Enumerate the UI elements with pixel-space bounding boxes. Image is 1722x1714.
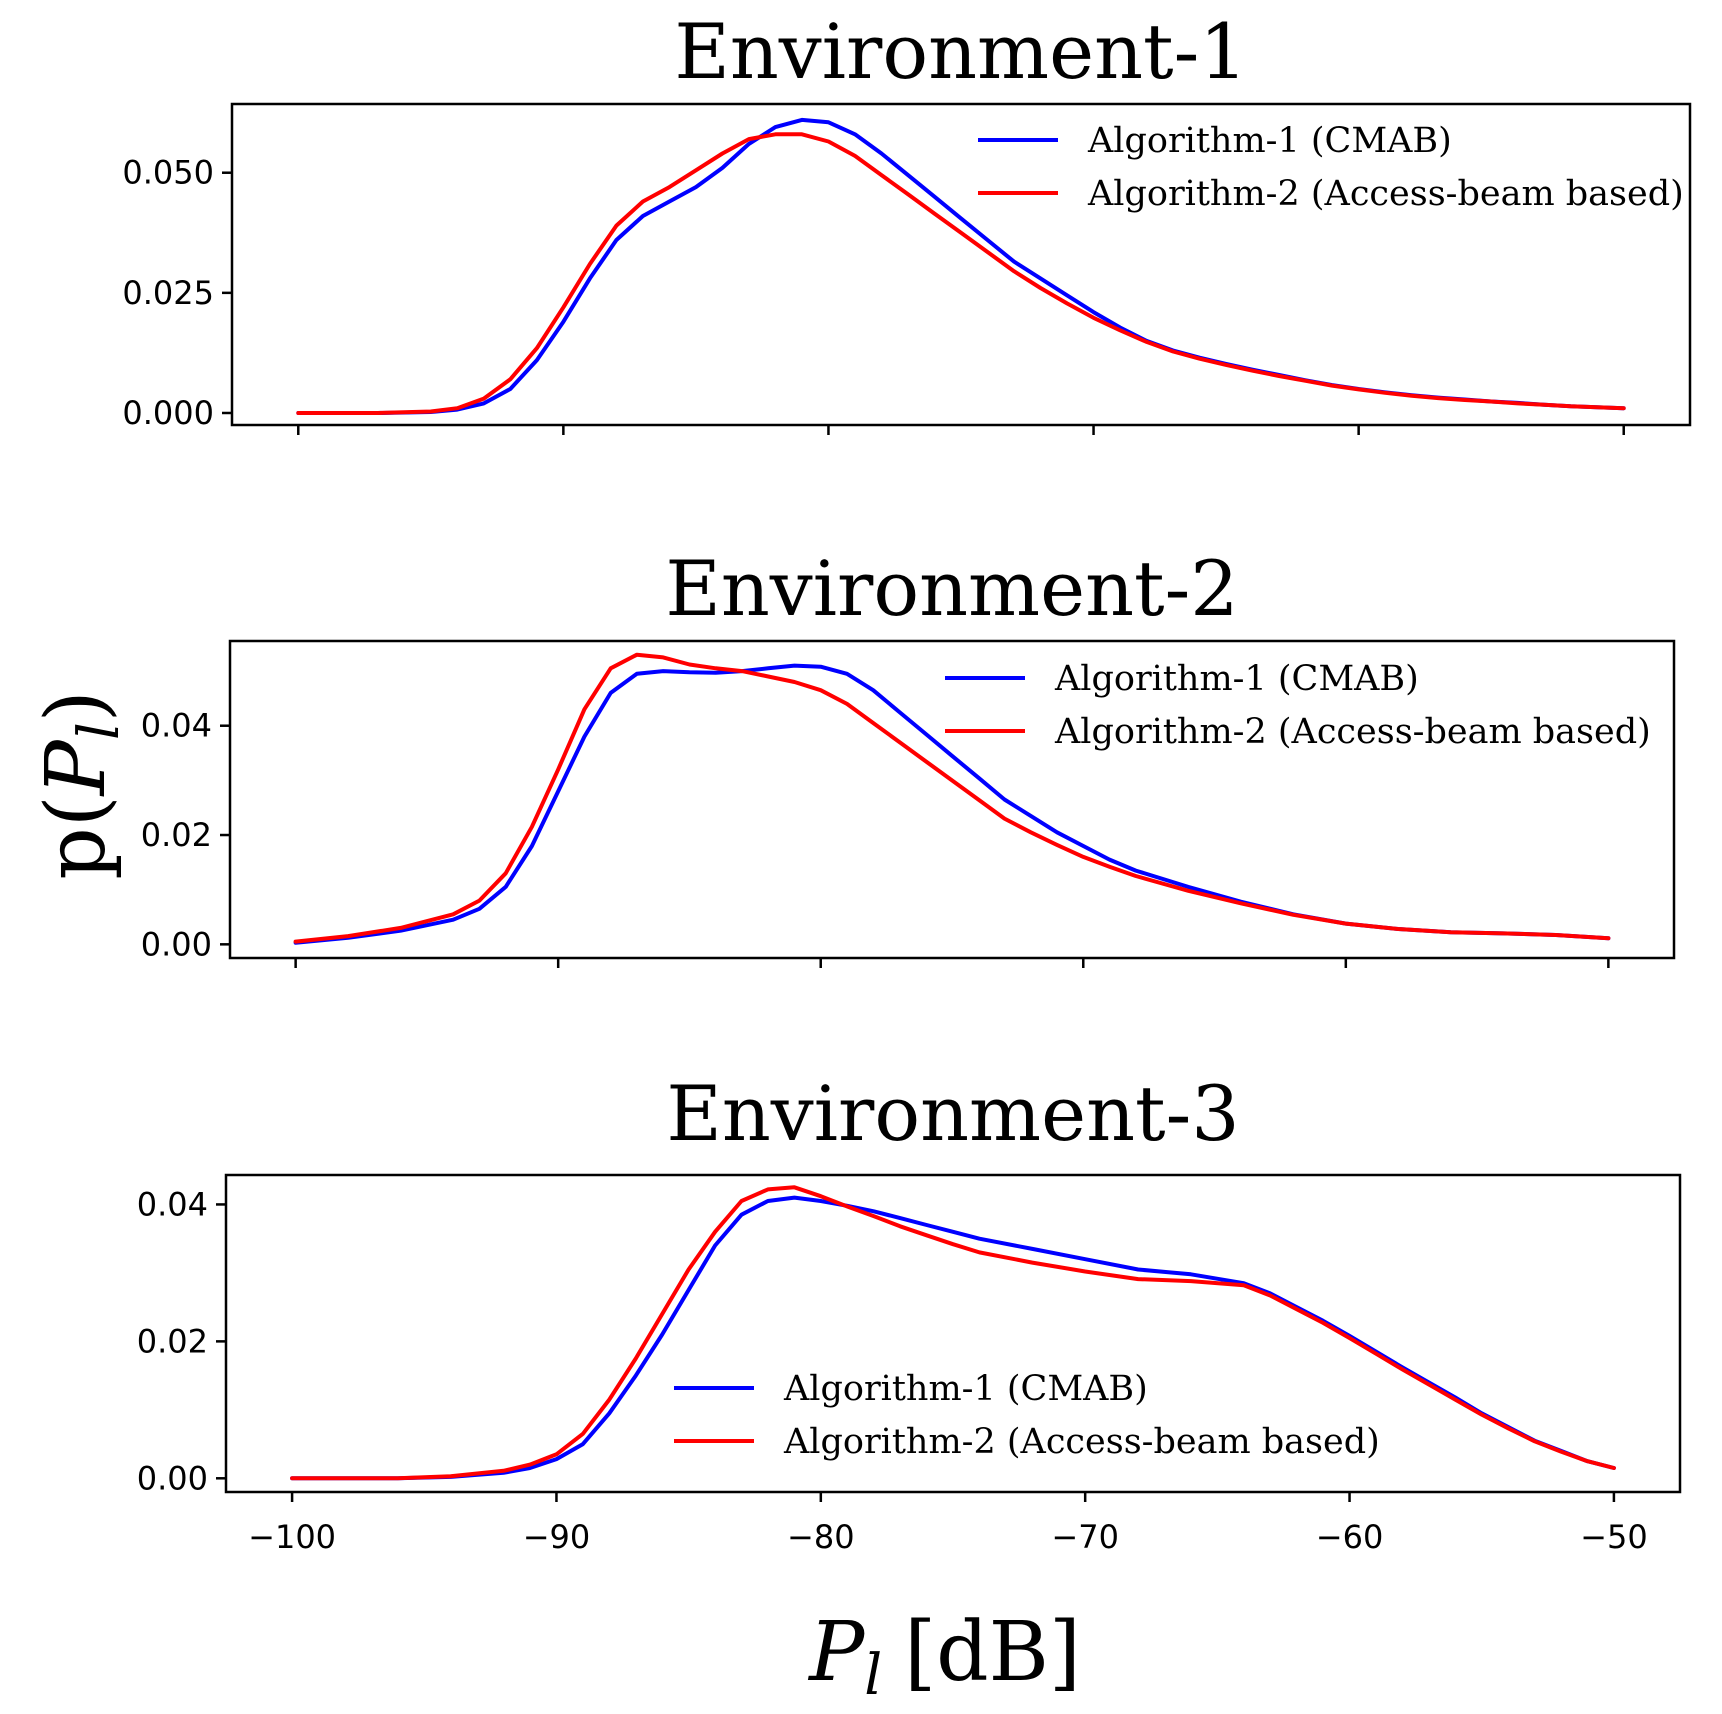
y-tick-label: 0.04 [137, 1185, 208, 1223]
y-axis-label-subscript: l [67, 722, 132, 740]
chart-title: Environment-1 [674, 7, 1247, 96]
chart-panel-2: Environment-2 0.00 0.02 0.04 Algorithm-1 (CM… [141, 544, 1676, 968]
legend-label-algorithm-1: Algorithm-1 (CMAB) [1087, 121, 1452, 161]
x-tick-label: −80 [787, 1518, 855, 1556]
legend-label-algorithm-2: Algorithm-2 (Access-beam based) [1054, 712, 1651, 752]
series-line-algorithm-2 [296, 132, 1626, 415]
x-axis-label-unit: [dB] [904, 1605, 1081, 1700]
x-tick-label: −70 [1051, 1518, 1119, 1556]
y-tick-label: 0.050 [122, 154, 214, 192]
y-tick-label: 0.02 [141, 816, 212, 854]
x-tick-label: −60 [1316, 1518, 1384, 1556]
chart-panels: Environment-1 0.000 0.025 0.050 Algorithm-1 … [122, 7, 1692, 1556]
y-tick-label: 0.000 [122, 394, 214, 432]
series-line-algorithm-2 [290, 1185, 1616, 1481]
series-line-algorithm-1 [293, 663, 1611, 945]
y-axis-label-prefix: p( [29, 795, 124, 879]
y-tick-label: 0.025 [122, 274, 214, 312]
y-axis-label-symbol: P [29, 738, 124, 797]
y-tick-label: 0.00 [141, 925, 212, 963]
plot-frame [230, 102, 1692, 427]
y-axis-label-suffix: ) [29, 690, 124, 722]
x-tick-label: −50 [1580, 1518, 1648, 1556]
plot-frame [224, 1173, 1682, 1494]
y-tick-label: 0.00 [137, 1459, 208, 1497]
plot-frame [228, 639, 1676, 960]
x-tick-label: −90 [523, 1518, 591, 1556]
x-tick-label: −100 [248, 1518, 336, 1556]
series-line-algorithm-2 [293, 652, 1611, 944]
chart-title: Environment-2 [665, 544, 1238, 633]
chart-panel-3: Environment-3 0.00 0.02 0.04 −100 −90 −80 −70 −6… [137, 1069, 1682, 1556]
chart-title: Environment-3 [666, 1069, 1239, 1158]
y-tick-label: 0.02 [137, 1322, 208, 1360]
legend: Algorithm-1 (CMAB) Algorithm-2 (Access-be… [674, 1369, 1380, 1462]
y-tick-label: 0.04 [141, 707, 212, 745]
x-axis-label-symbol: P [807, 1605, 866, 1700]
legend-label-algorithm-1: Algorithm-1 (CMAB) [783, 1369, 1148, 1409]
series-line-algorithm-1 [296, 117, 1626, 415]
legend: Algorithm-1 (CMAB) Algorithm-2 (Access-be… [978, 121, 1684, 214]
chart-panel-1: Environment-1 0.000 0.025 0.050 Algorithm-1 … [122, 7, 1692, 435]
y-axis-label: p(Pl) [29, 690, 132, 880]
x-axis-label-subscript: l [864, 1643, 882, 1708]
x-axis-label: Pl [dB] [807, 1605, 1081, 1708]
legend-label-algorithm-2: Algorithm-2 (Access-beam based) [783, 1422, 1380, 1462]
legend-label-algorithm-2: Algorithm-2 (Access-beam based) [1087, 174, 1684, 214]
legend-label-algorithm-1: Algorithm-1 (CMAB) [1054, 659, 1419, 699]
legend: Algorithm-1 (CMAB) Algorithm-2 (Access-be… [945, 659, 1651, 752]
